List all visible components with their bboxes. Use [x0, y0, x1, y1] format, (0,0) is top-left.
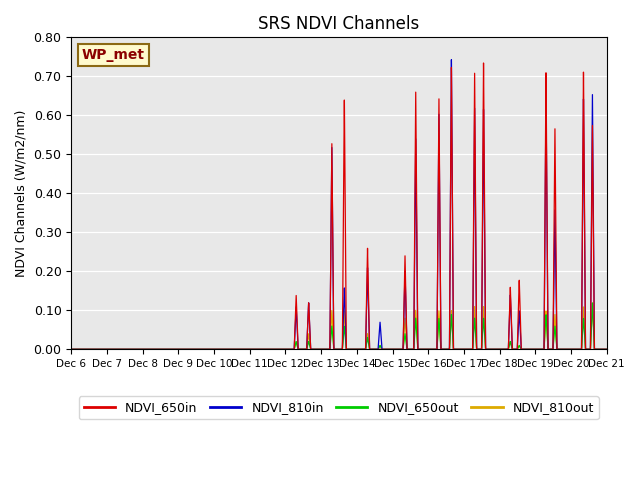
Legend: NDVI_650in, NDVI_810in, NDVI_650out, NDVI_810out: NDVI_650in, NDVI_810in, NDVI_650out, NDV…: [79, 396, 599, 419]
Text: WP_met: WP_met: [82, 48, 145, 62]
Y-axis label: NDVI Channels (W/m2/nm): NDVI Channels (W/m2/nm): [15, 109, 28, 277]
Title: SRS NDVI Channels: SRS NDVI Channels: [259, 15, 420, 33]
